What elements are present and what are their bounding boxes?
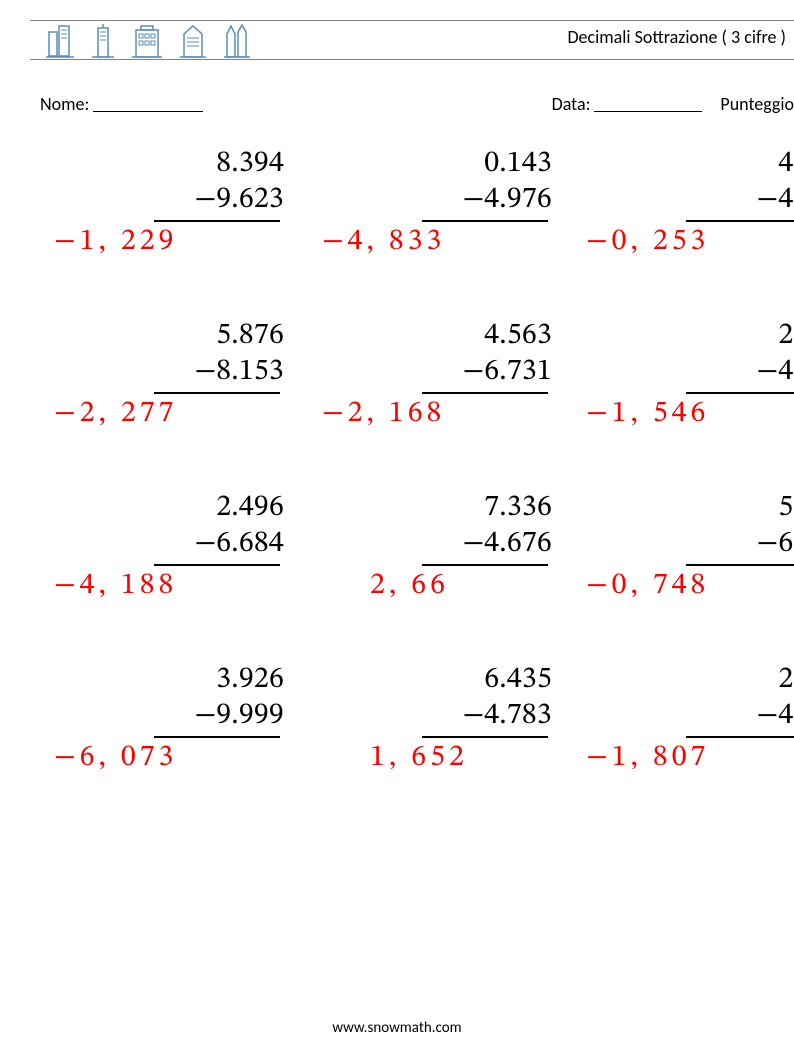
answer: −1, 229 [54, 224, 177, 260]
answer: −0, 253 [586, 224, 709, 260]
answer: 2, 66 [370, 568, 449, 604]
footer-url: www.snowmath.com [0, 1019, 794, 1037]
minuend: 5.9 [676, 490, 794, 526]
answer: −1, 546 [586, 396, 709, 432]
minuend: 2.6 [676, 318, 794, 354]
minuend: 8.394 [144, 146, 284, 182]
problem: 5.876−8.153 −2, 277 [54, 318, 318, 452]
subtrahend: −4.676 [412, 526, 552, 562]
subtrahend: −4.2 [676, 354, 794, 390]
problem-rule [686, 392, 794, 394]
subtrahend: −4.783 [412, 698, 552, 734]
problem: 3.926−9.999 −6, 073 [54, 662, 318, 796]
answer: −2, 168 [322, 396, 445, 432]
minuend: 6.435 [412, 662, 552, 698]
problem-rule [422, 392, 548, 394]
subtrahend: −4.9 [676, 182, 794, 218]
minuend: 0.143 [412, 146, 552, 182]
minuend: 7.336 [412, 490, 552, 526]
problem-rule [422, 220, 548, 222]
problem-rule [422, 736, 548, 738]
problem-rule [422, 564, 548, 566]
problem: 4.563−6.731 −2, 168 [318, 318, 582, 452]
building-1-icon [46, 24, 74, 58]
problem: 5.9−6.7 −0, 748 [582, 490, 794, 624]
building-4-icon [180, 24, 206, 58]
problem: 2.6−4.2 −1, 546 [582, 318, 794, 452]
meta-line: Nome: Data: Punteggio [40, 93, 794, 115]
problem: 6.435−4.783 1, 652 [318, 662, 582, 796]
answer: 1, 652 [370, 740, 468, 776]
problem-row: 2.496−6.684 −4, 188 7.336−4.676 2, 66 5.9−6.… [54, 490, 794, 624]
subtrahend: −4.976 [412, 182, 552, 218]
problem: 0.143−4.976 −4, 833 [318, 146, 582, 280]
date-label: Data: [552, 93, 591, 115]
building-3-icon [132, 24, 162, 58]
answer: −4, 833 [322, 224, 445, 260]
problem: 2.5−4.3 −1, 807 [582, 662, 794, 796]
problem: 8.394−9.623 −1, 229 [54, 146, 318, 280]
problem-rule [154, 220, 280, 222]
problem: 2.496−6.684 −4, 188 [54, 490, 318, 624]
problems-grid: 8.394−9.623−1, 2290.143−4.976−4, 8334.6−… [54, 146, 794, 834]
minuend: 2.5 [676, 662, 794, 698]
subtrahend: −6.731 [412, 354, 552, 390]
problem-row: 3.926−9.999 −6, 073 6.435−4.783 1, 652 2.5−4… [54, 662, 794, 796]
minuend: 2.496 [144, 490, 284, 526]
problem-rule [686, 736, 794, 738]
minuend: 4.6 [676, 146, 794, 182]
subtrahend: −6.684 [144, 526, 284, 562]
problem-row: 8.394−9.623−1, 2290.143−4.976−4, 8334.6−… [54, 146, 794, 280]
header-icons [46, 20, 250, 58]
score-label: Punteggio [720, 93, 794, 115]
minuend: 3.926 [144, 662, 284, 698]
name-label: Nome: [40, 93, 89, 115]
date-blank [594, 93, 702, 112]
answer: −4, 188 [54, 568, 177, 604]
problem-rule [154, 564, 280, 566]
problem-rule [686, 220, 794, 222]
problem: 7.336−4.676 2, 66 [318, 490, 582, 624]
problem-rule [686, 564, 794, 566]
problem-row: 5.876−8.153−2, 2774.563−6.731−2, 1682.6−… [54, 318, 794, 452]
subtrahend: −9.999 [144, 698, 284, 734]
subtrahend: −4.3 [676, 698, 794, 734]
subtrahend: −9.623 [144, 182, 284, 218]
problem-rule [154, 392, 280, 394]
answer: −0, 748 [586, 568, 709, 604]
problem: 4.6−4.9 −0, 253 [582, 146, 794, 280]
worksheet-title: Decimali Sottrazione ( 3 cifre ) [567, 26, 786, 48]
minuend: 5.876 [144, 318, 284, 354]
answer: −6, 073 [54, 740, 177, 776]
problem-rule [154, 736, 280, 738]
building-2-icon [92, 24, 114, 58]
answer: −1, 807 [586, 740, 709, 776]
name-blank [93, 93, 203, 112]
answer: −2, 277 [54, 396, 177, 432]
subtrahend: −8.153 [144, 354, 284, 390]
minuend: 4.563 [412, 318, 552, 354]
subtrahend: −6.7 [676, 526, 794, 562]
building-5-icon [224, 24, 250, 58]
